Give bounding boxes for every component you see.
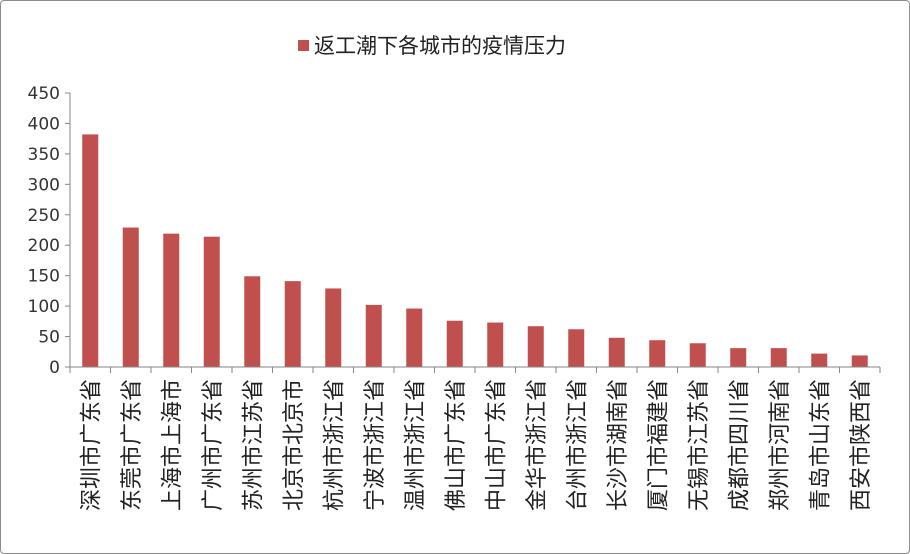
x-tick-label: 成都市四川省: [727, 379, 752, 511]
bar: [730, 348, 747, 367]
bar: [689, 343, 706, 367]
bar: [446, 320, 463, 367]
bar: [770, 348, 787, 367]
x-tick-label: 北京市北京市: [282, 379, 307, 511]
x-tick-label: 台州市浙江省: [565, 379, 590, 511]
bars: [82, 134, 868, 367]
bar: [163, 233, 180, 367]
x-tick-label: 深圳市广东省: [79, 379, 104, 511]
x-tick-label: 温州市浙江省: [403, 379, 428, 511]
x-tick-label: 东莞市广东省: [120, 379, 145, 511]
y-tick-label: 150: [28, 267, 60, 287]
x-tick-label: 无锡市江苏省: [687, 379, 712, 511]
y-axis: 0 50 100 150 200 250 300 350 400 450: [28, 84, 71, 378]
x-tick-label: 佛山市广东省: [444, 379, 469, 511]
legend-swatch: [298, 40, 309, 51]
x-axis: [69, 366, 881, 373]
x-tick-label: 中山市广东省: [484, 379, 509, 511]
x-tick-label: 苏州市江苏省: [241, 379, 266, 511]
legend: 返工潮下各城市的疫情压力: [298, 34, 566, 58]
x-tick-label: 宁波市浙江省: [363, 379, 388, 511]
bar: [811, 353, 828, 367]
x-tick-label: 郑州市河南省: [768, 379, 793, 511]
x-tick-label: 杭州市浙江省: [322, 379, 347, 511]
legend-label: 返工潮下各城市的疫情压力: [314, 34, 566, 58]
x-tick-label: 青岛市山东省: [808, 379, 833, 511]
y-tick-label: 200: [28, 236, 60, 256]
y-tick-label: 300: [28, 175, 60, 195]
bar: [608, 337, 625, 367]
x-tick-label: 厦门市福建省: [646, 379, 671, 511]
bar: [365, 304, 382, 367]
bar: [487, 322, 504, 367]
x-tick-label: 长沙市湖南省: [606, 379, 631, 511]
x-tick-label: 广州市广东省: [201, 379, 226, 511]
bar: [284, 281, 301, 367]
category-labels: 深圳市广东省 东莞市广东省 上海市上海市 广州市广东省 苏州市江苏省 北京市北京市 杭州市浙…: [79, 379, 874, 511]
bar: [406, 308, 423, 367]
bar: [649, 340, 666, 367]
x-tick-label: 西安市陕西省: [849, 379, 874, 511]
bar: [244, 276, 261, 367]
bar: [568, 329, 585, 367]
bar: [82, 134, 99, 367]
y-tick-label: 450: [28, 84, 60, 104]
y-tick-label: 350: [28, 145, 60, 165]
y-tick-label: 250: [28, 206, 60, 226]
bar: [527, 326, 544, 367]
y-tick-label: 400: [28, 114, 60, 134]
y-tick-label: 100: [28, 297, 60, 317]
x-tick-label: 金华市浙江省: [525, 379, 550, 511]
bar: [325, 288, 342, 367]
y-tick-label: 50: [38, 328, 60, 348]
bar: [203, 236, 220, 367]
bar: [122, 227, 139, 367]
x-tick-label: 上海市上海市: [160, 379, 185, 511]
y-tick-label: 0: [49, 358, 60, 378]
bar: [851, 355, 868, 367]
